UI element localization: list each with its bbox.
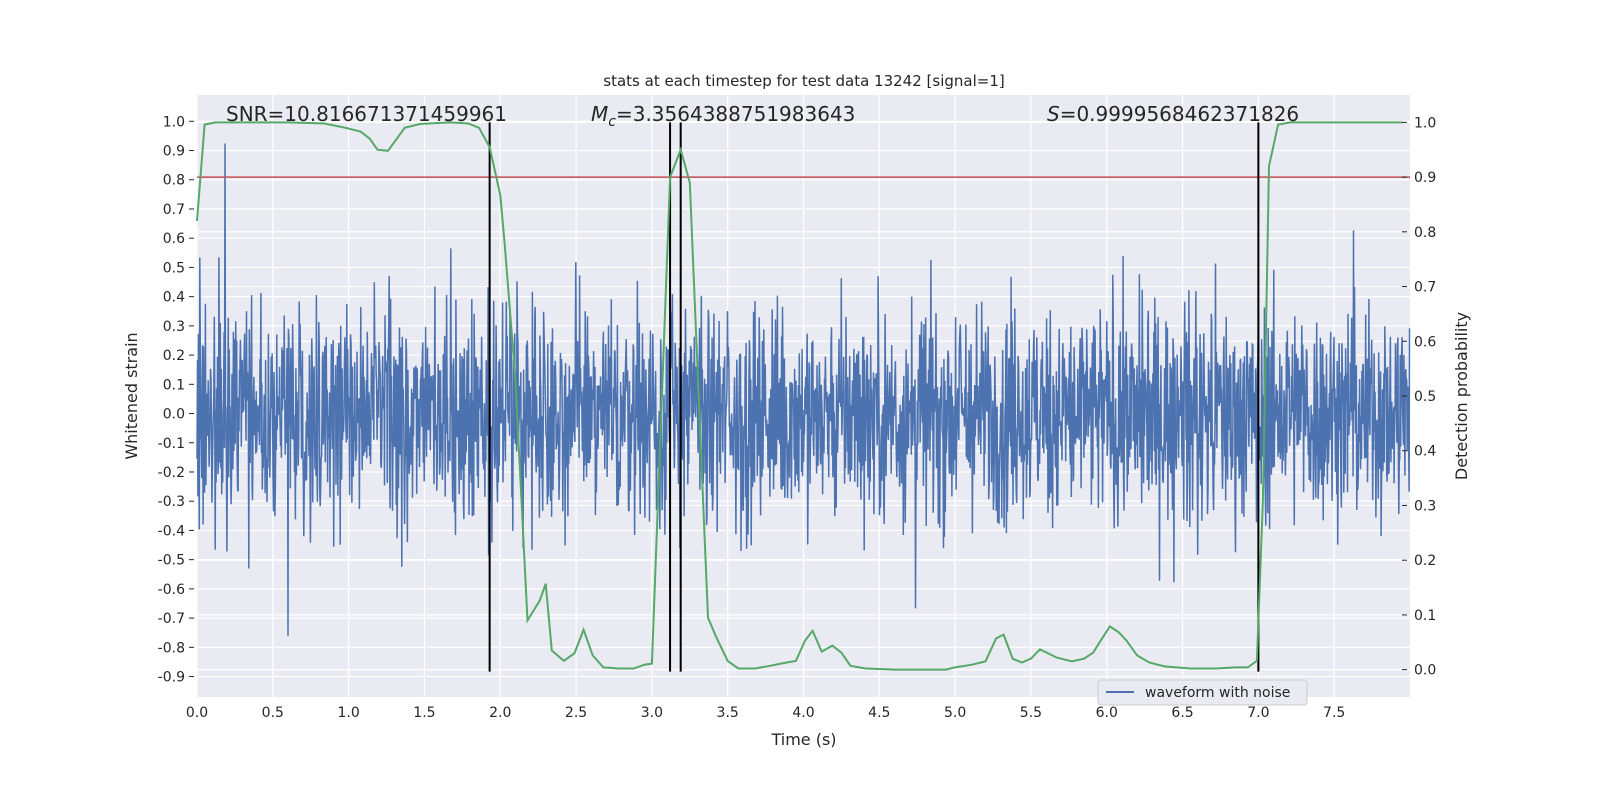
chirp-mass-annotation: Mc=3.3564388751983643 [591,102,855,130]
y-axis-label: Whitened strain [122,332,141,459]
y-tick-label: -0.6 [158,582,185,598]
y-tick-label: -0.2 [158,465,185,481]
y-tick-label: 0.9 [163,144,185,160]
x-tick-label: 7.0 [1247,705,1269,721]
y-tick-label: 0.8 [163,173,185,189]
y-right-tick-label: 0.9 [1414,170,1436,186]
snr-annotation: SNR=10.816671371459961 [226,102,507,126]
y-right-tick-label: 0.7 [1414,280,1436,296]
x-axis-label: Time (s) [770,730,836,749]
x-tick-label: 7.5 [1323,705,1345,721]
y-right-tick-label: 0.2 [1414,553,1436,569]
y-tick-label: -0.1 [158,436,185,452]
y-right-tick-label: 0.0 [1414,663,1436,679]
y-tick-label: 1.0 [163,114,185,130]
legend: waveform with noise [1097,679,1308,706]
x-tick-label: 3.5 [717,705,739,721]
y-tick-label: -0.9 [158,670,185,686]
y-right-tick-label: 0.4 [1414,444,1436,460]
y-tick-label: -0.7 [158,611,185,627]
y-right-tick-label: 0.5 [1414,389,1436,405]
x-tick-label: 3.0 [641,705,663,721]
y-right-tick-label: 0.3 [1414,498,1436,514]
y-tick-label: -0.5 [158,553,185,569]
x-tick-label: 5.0 [944,705,966,721]
x-tick-label: 2.5 [565,705,587,721]
x-tick-label: 1.5 [413,705,435,721]
y-tick-label: 0.1 [163,377,185,393]
waveform-line [196,143,1411,636]
x-tick-label: 2.0 [489,705,511,721]
y-right-tick-label: 0.6 [1414,334,1436,350]
chart-title: stats at each timestep for test data 132… [603,72,1004,90]
y-tick-label: 0.4 [163,290,185,306]
x-tick-label: 5.5 [1020,705,1042,721]
detection-probability-line [196,121,1403,671]
score-annotation: S=0.9999568462371826 [1047,102,1299,126]
y-axis-right-label: Detection probability [1452,312,1471,480]
y-tick-label: -0.3 [158,494,185,510]
x-tick-label: 4.0 [792,705,814,721]
y-tick-label: 0.7 [163,202,185,218]
x-tick-label: 0.5 [262,705,284,721]
x-tick-label: 1.0 [337,705,359,721]
y-tick-label: 0.5 [163,260,185,276]
x-tick-label: 4.5 [868,705,890,721]
x-tick-label: 6.5 [1171,705,1193,721]
x-tick-label: 0.0 [186,705,208,721]
y-right-tick-label: 0.8 [1414,225,1436,241]
y-tick-label: 0.2 [163,348,185,364]
y-tick-label: -0.4 [158,523,185,539]
y-right-tick-label: 0.1 [1414,608,1436,624]
x-tick-label: 6.0 [1096,705,1118,721]
y-tick-label: 0.0 [163,407,185,423]
legend-label-waveform: waveform with noise [1145,685,1290,701]
y-tick-label: 0.6 [163,231,185,247]
y-tick-label: -0.8 [158,640,185,656]
legend-box [1097,679,1308,706]
y-tick-label: 0.3 [163,319,185,335]
y-right-tick-label: 1.0 [1414,115,1436,131]
